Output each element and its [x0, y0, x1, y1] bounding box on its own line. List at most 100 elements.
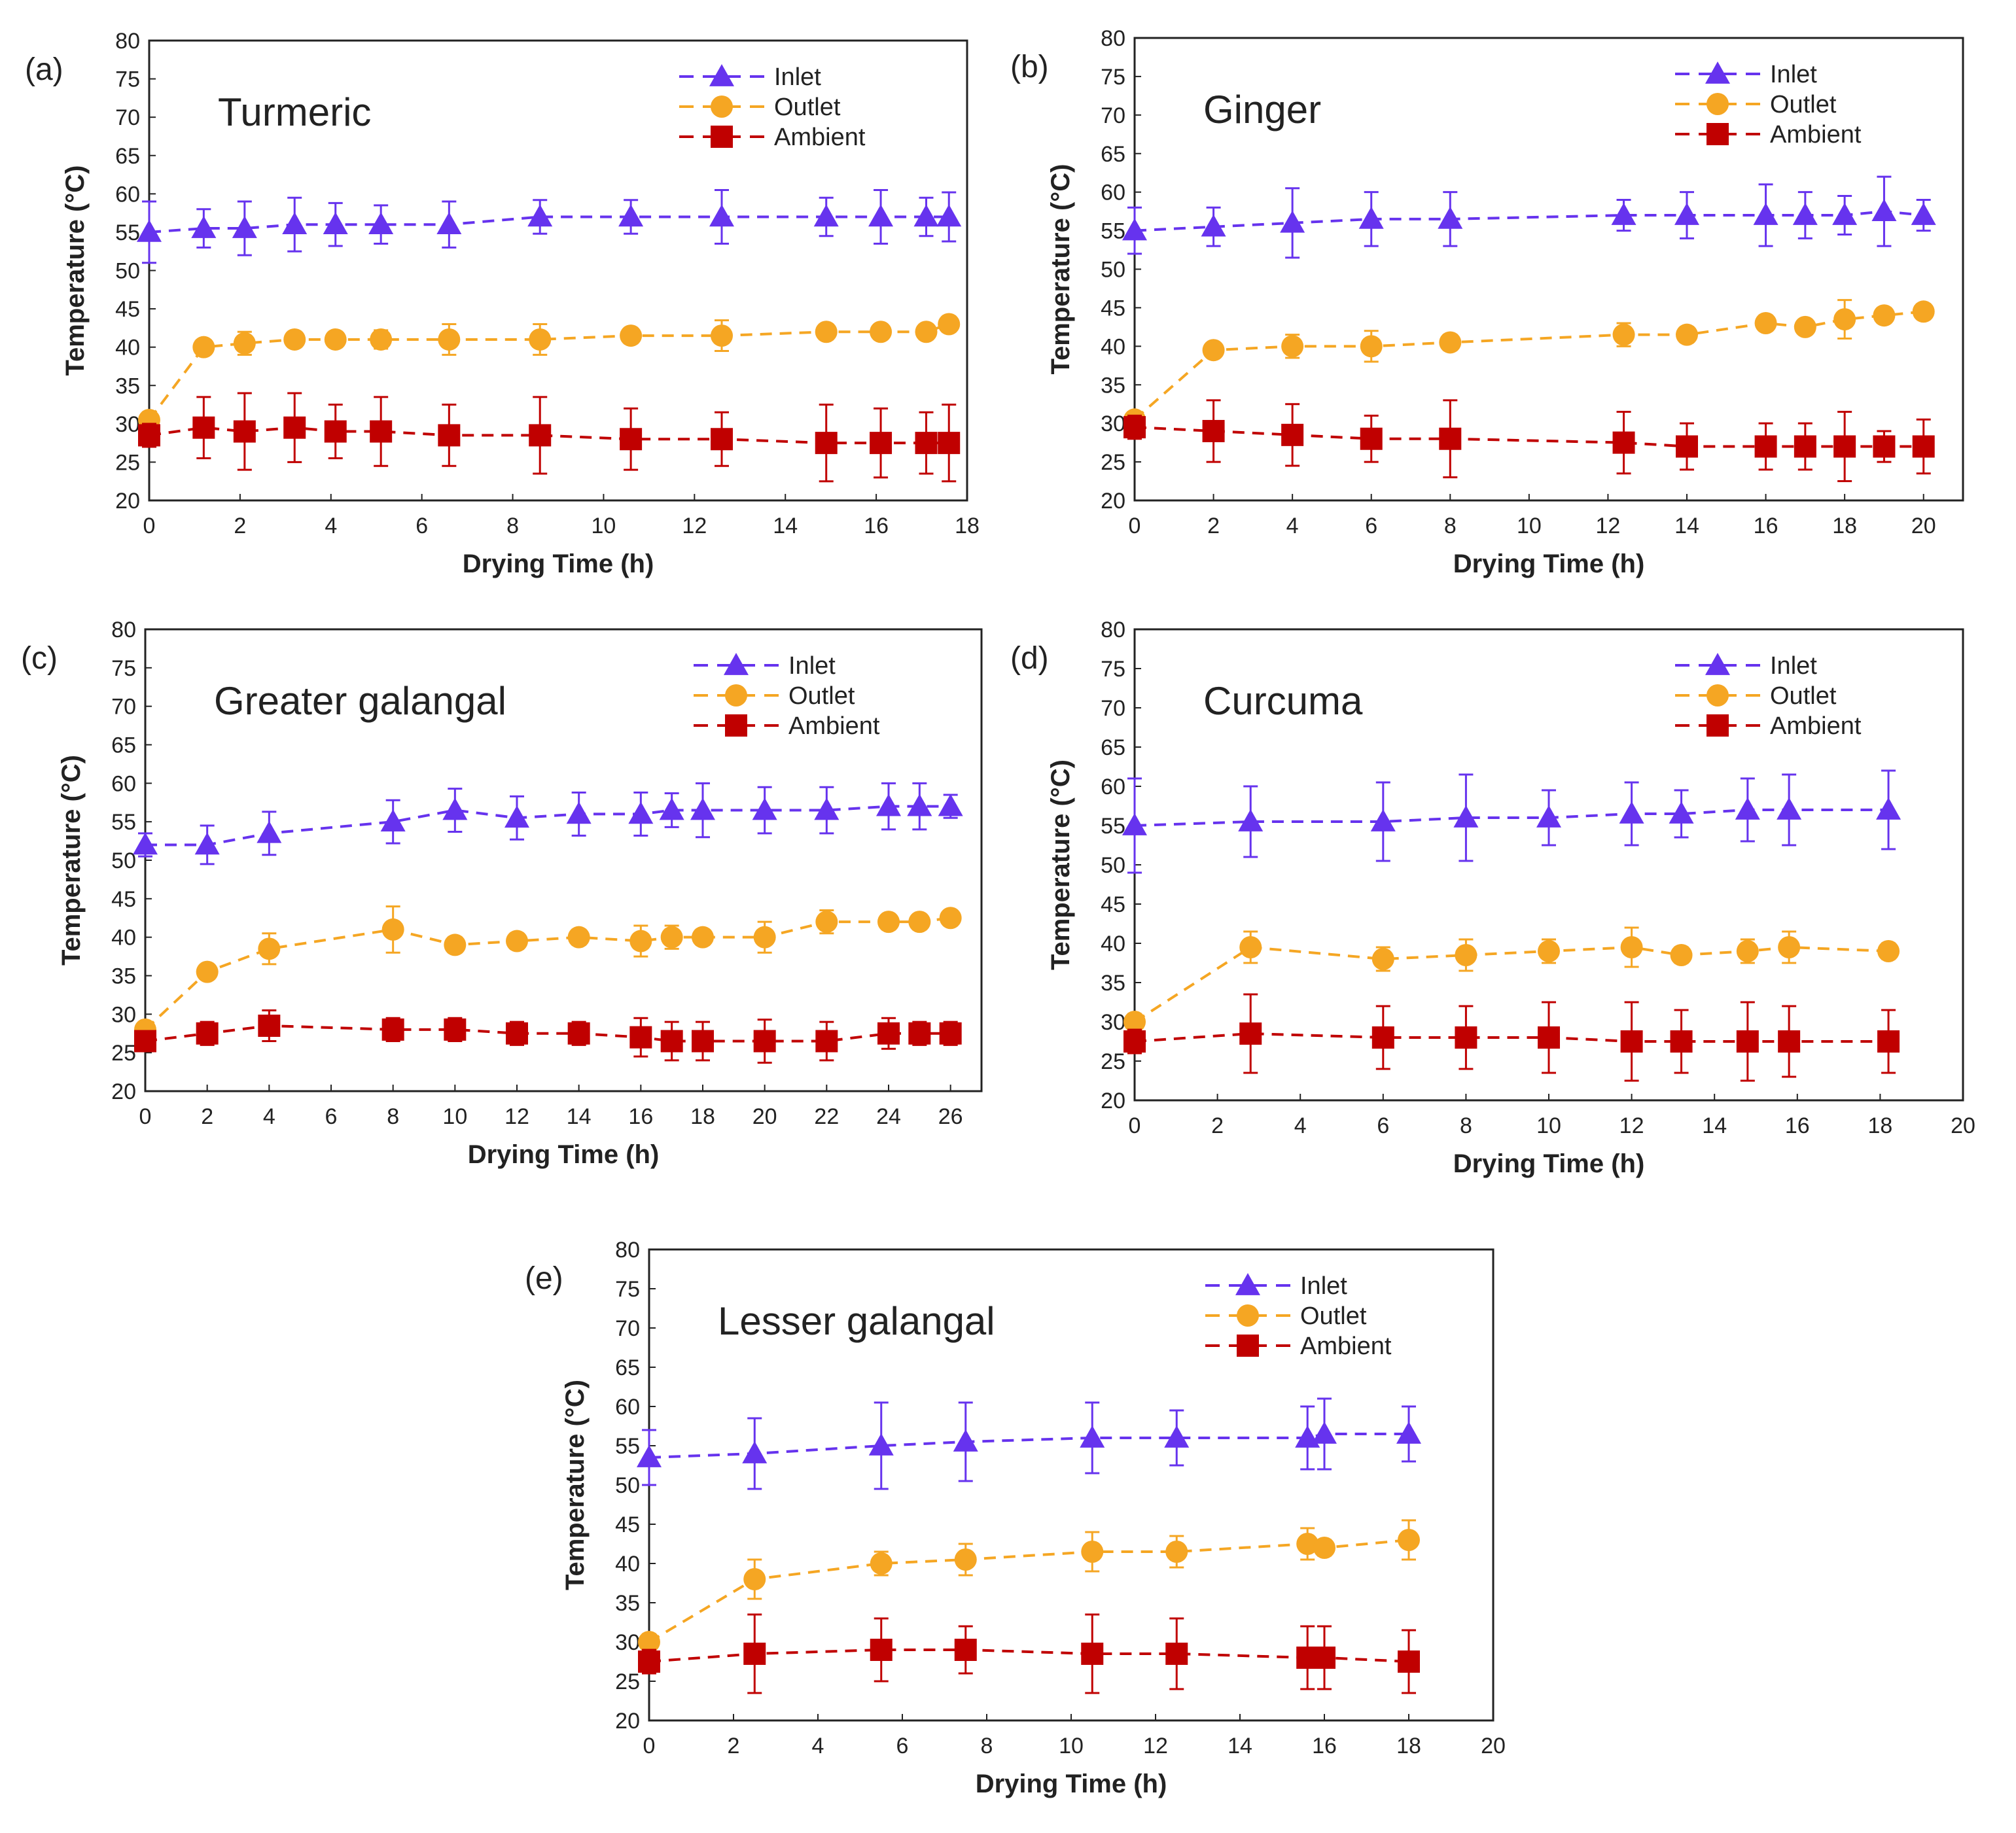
series-inlet [1122, 175, 1936, 259]
data-point [444, 934, 467, 956]
y-tick-label: 20 [115, 489, 140, 514]
data-point [618, 204, 644, 227]
legend-label: Inlet [1300, 1272, 1347, 1300]
series-inlet [637, 1397, 1421, 1490]
data-point [1281, 335, 1304, 358]
data-point [442, 797, 468, 820]
data-point [1439, 427, 1462, 450]
data-point [1876, 797, 1901, 820]
y-tick-label: 35 [111, 964, 136, 989]
data-point [1455, 944, 1477, 966]
data-point [1612, 323, 1635, 346]
data-point [868, 1433, 894, 1456]
legend-entry: Outlet [694, 682, 855, 710]
data-point [1313, 1647, 1335, 1669]
x-tick-label: 12 [504, 1104, 529, 1129]
y-tick-label: 20 [1101, 1089, 1125, 1113]
y-tick-label: 70 [1101, 696, 1125, 721]
data-point [506, 930, 528, 952]
x-tick-label: 18 [1867, 1113, 1892, 1138]
y-tick-label: 30 [115, 412, 140, 437]
data-point [506, 1022, 528, 1045]
legend-label: Ambient [774, 124, 866, 151]
y-tick-label: 75 [1101, 65, 1125, 90]
chart-title: Ginger [1203, 88, 1321, 131]
y-tick-label: 30 [615, 1630, 640, 1655]
data-point [939, 1022, 962, 1045]
x-tick-label: 6 [1365, 514, 1377, 538]
data-point [1360, 335, 1383, 358]
data-point [954, 1548, 977, 1571]
legend-label: Inlet [788, 652, 836, 680]
y-tick-label: 55 [1101, 814, 1125, 839]
data-point [1832, 203, 1858, 225]
data-point [1280, 210, 1305, 233]
data-point [194, 832, 220, 855]
y-tick-label: 35 [115, 374, 140, 398]
data-point [438, 328, 461, 351]
series-line [648, 1433, 1409, 1459]
data-point [877, 911, 900, 934]
legend-marker [711, 96, 733, 118]
y-tick-label: 70 [615, 1316, 640, 1341]
data-point [1620, 1030, 1643, 1053]
x-tick-label: 2 [234, 514, 246, 538]
x-tick-label: 10 [442, 1104, 467, 1129]
x-tick-label: 22 [814, 1104, 839, 1129]
data-point [637, 1445, 662, 1467]
legend-marker [711, 126, 733, 148]
x-tick-label: 2 [1211, 1113, 1224, 1138]
legend-marker [1705, 61, 1730, 84]
y-tick-label: 50 [615, 1473, 640, 1498]
series-ambient [138, 392, 961, 483]
legend-label: Ambient [1770, 121, 1862, 148]
data-point [256, 820, 282, 843]
legend-marker [1705, 653, 1730, 675]
data-point [1123, 416, 1146, 439]
data-point [133, 832, 158, 855]
series-ambient [638, 1613, 1420, 1694]
y-tick-label: 45 [615, 1512, 640, 1537]
data-point [1538, 1026, 1560, 1049]
y-axis-label: Temperature (°C) [1046, 759, 1075, 970]
x-tick-label: 0 [143, 514, 156, 538]
chart-panel-4: 20 25 30 35 40 45 50 55 60 65 70 75 80 0 2 4 6 8 10 12 14 16 1… [525, 1238, 1506, 1798]
series-line [144, 917, 951, 1031]
data-point [815, 432, 838, 455]
y-tick-label: 70 [1101, 103, 1125, 128]
legend-entry: Outlet [679, 94, 841, 121]
panel-label: (c) [21, 641, 58, 676]
x-axis-label: Drying Time (h) [468, 1140, 660, 1169]
x-tick-label: 6 [325, 1104, 338, 1129]
data-point [1239, 1022, 1262, 1045]
legend-entry: Inlet [1205, 1272, 1347, 1300]
data-point [1081, 1541, 1104, 1563]
data-point [1536, 805, 1561, 828]
data-point [1281, 423, 1304, 446]
data-point [1736, 1030, 1759, 1053]
x-tick-label: 16 [1312, 1734, 1337, 1758]
y-tick-label: 55 [1101, 219, 1125, 244]
y-tick-label: 65 [1101, 735, 1125, 760]
legend-entry: Ambient [1205, 1333, 1392, 1360]
x-axis-label: Drying Time (h) [976, 1770, 1167, 1798]
y-tick-label: 60 [111, 771, 136, 796]
data-point [908, 1022, 931, 1045]
data-point [936, 204, 962, 227]
data-point [1455, 1026, 1477, 1049]
y-axis-label: Temperature (°C) [1046, 164, 1075, 375]
x-tick-label: 18 [1832, 514, 1857, 538]
x-tick-label: 8 [981, 1734, 993, 1758]
y-tick-label: 40 [1101, 334, 1125, 359]
y-tick-label: 20 [615, 1709, 640, 1734]
data-point [1080, 1425, 1105, 1448]
y-tick-label: 75 [111, 656, 136, 681]
chart-panel-3: 20 25 30 35 40 45 50 55 60 65 70 75 80 0 2 4 6 8 10 12 14 16 1… [1010, 618, 1975, 1178]
data-point [1238, 809, 1264, 831]
data-point [1912, 435, 1935, 458]
data-point [690, 797, 715, 820]
data-point [1239, 936, 1262, 958]
x-tick-label: 20 [1911, 514, 1936, 538]
series-line [1134, 809, 1889, 827]
